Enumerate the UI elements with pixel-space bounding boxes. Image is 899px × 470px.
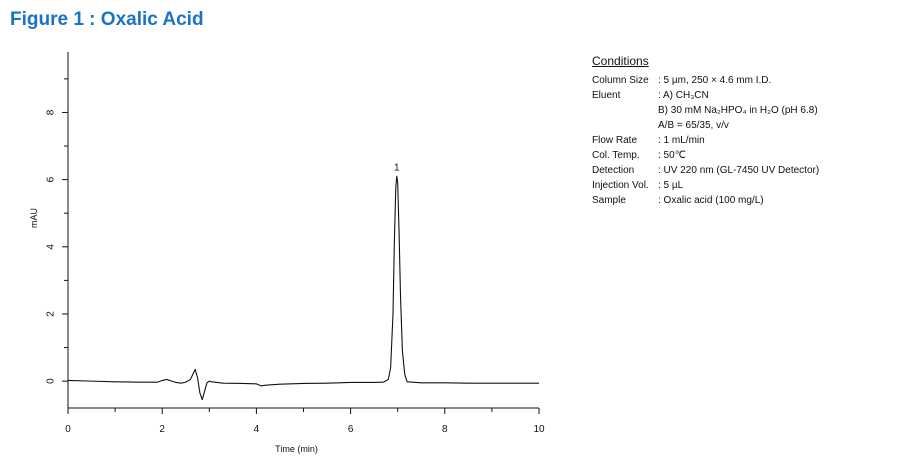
x-tick-label: 2: [159, 424, 165, 435]
x-tick-label: 6: [348, 424, 354, 435]
condition-label: Eluent: [592, 90, 621, 101]
condition-row: Detection : UV 220 nm (GL-7450 UV Detect…: [592, 163, 819, 178]
y-axis-label: mAU: [29, 208, 39, 228]
condition-label: Flow Rate: [592, 135, 638, 146]
condition-value: : A) CH₃CN: [658, 90, 709, 101]
x-axis-label: Time (min): [275, 444, 318, 454]
condition-label: Injection Vol.: [592, 180, 649, 191]
peak-label: 1: [394, 162, 400, 173]
condition-row: Injection Vol. : 5 µL: [592, 178, 819, 193]
condition-value: : 5 µm, 250 × 4.6 mm I.D.: [658, 75, 772, 86]
condition-value: : 50℃: [658, 150, 686, 161]
condition-row: Col. Temp. : 50℃: [592, 148, 819, 163]
condition-value: B) 30 mM Na₂HPO₄ in H₂O (pH 6.8): [658, 105, 818, 116]
condition-row: Flow Rate : 1 mL/min: [592, 133, 819, 148]
x-tick-label: 4: [254, 424, 260, 435]
condition-value: : 1 mL/min: [658, 135, 705, 146]
condition-label: Col. Temp.: [592, 150, 640, 161]
y-tick-label: 0: [46, 378, 57, 384]
y-tick-label: 2: [46, 311, 57, 317]
condition-row: Column Size : 5 µm, 250 × 4.6 mm I.D.: [592, 73, 819, 88]
condition-value: A/B = 65/35, v/v: [658, 120, 729, 131]
y-tick-label: 4: [46, 244, 57, 250]
condition-value: : Oxalic acid (100 mg/L): [658, 195, 764, 206]
condition-label: Column Size: [592, 75, 649, 86]
conditions-panel: Conditions Column Size : 5 µm, 250 × 4.6…: [592, 54, 819, 208]
chromatogram-trace: [67, 175, 539, 401]
x-tick-label: 10: [533, 424, 545, 435]
condition-row: A/B = 65/35, v/v: [592, 118, 819, 133]
condition-label: [592, 103, 658, 118]
condition-row: Eluent : A) CH₃CN: [592, 88, 819, 103]
condition-value: : UV 220 nm (GL-7450 UV Detector): [658, 165, 820, 176]
condition-row: B) 30 mM Na₂HPO₄ in H₂O (pH 6.8): [592, 103, 819, 118]
y-tick-label: 6: [46, 176, 57, 182]
condition-label: [592, 118, 658, 133]
condition-label: Detection: [592, 165, 635, 176]
condition-label: Sample: [592, 195, 626, 206]
condition-value: : 5 µL: [658, 180, 684, 191]
x-tick-label: 8: [442, 424, 448, 435]
conditions-heading: Conditions: [592, 54, 649, 68]
figure-title: Figure 1 : Oxalic Acid: [10, 9, 204, 30]
condition-row: Sample : Oxalic acid (100 mg/L): [592, 193, 819, 208]
x-tick-label: 0: [65, 424, 71, 435]
y-tick-label: 8: [46, 109, 57, 115]
